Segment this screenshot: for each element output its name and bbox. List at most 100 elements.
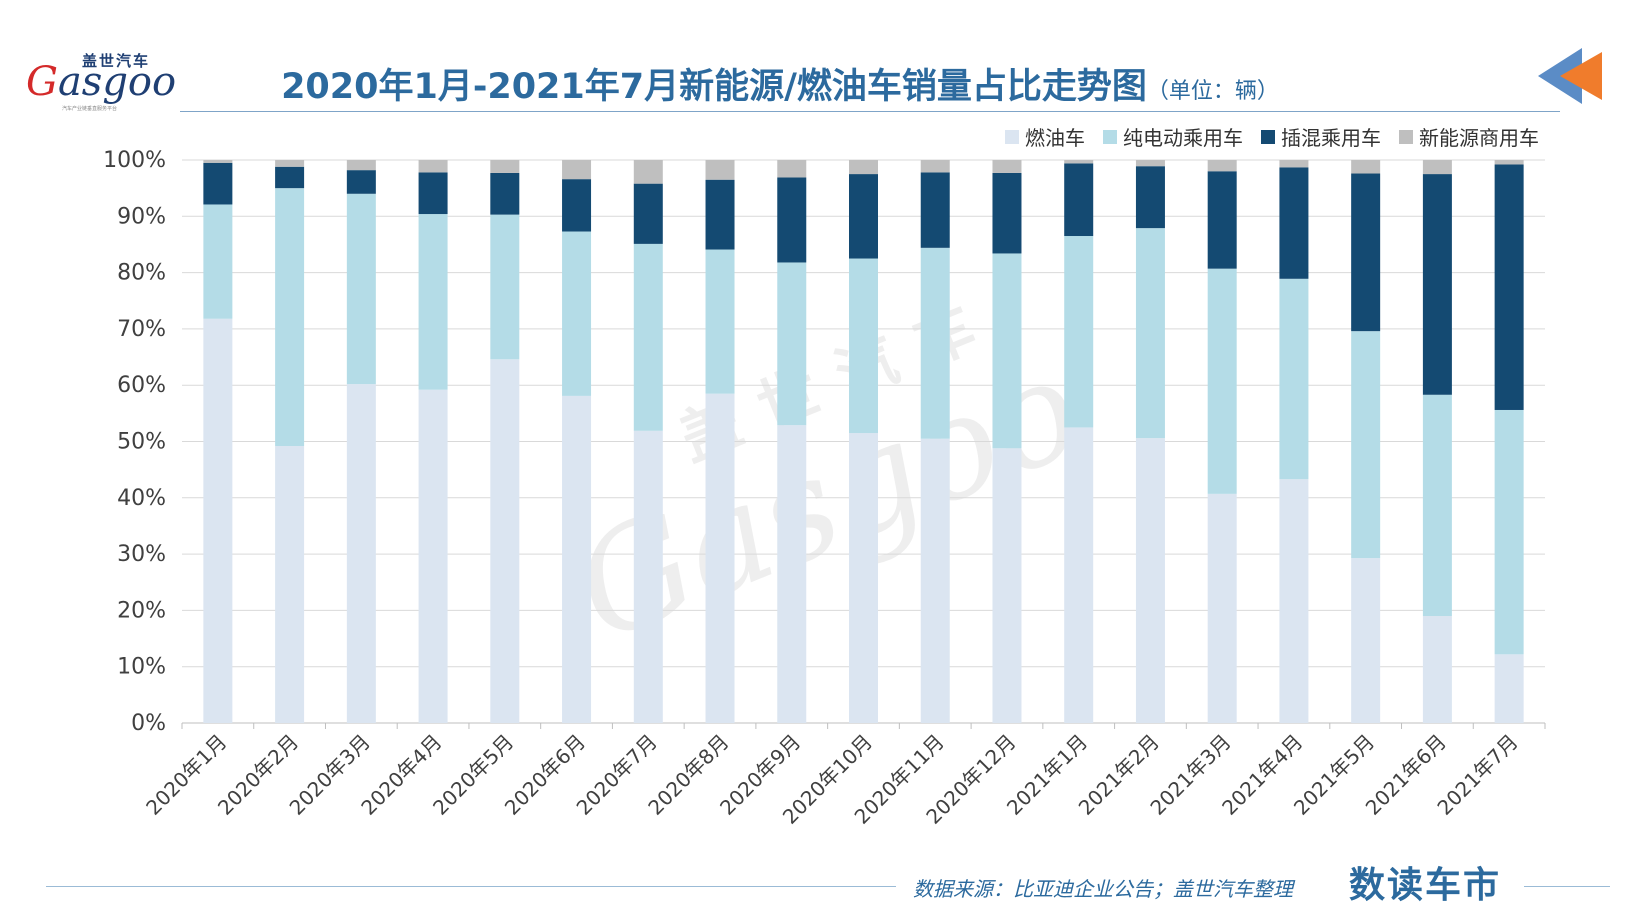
- legend-label: 纯电动乘用车: [1123, 126, 1243, 150]
- bar-segment: [1207, 171, 1237, 269]
- bar-segment: [1207, 493, 1237, 723]
- bar-segment: [1494, 164, 1524, 410]
- bar-segment: [1494, 409, 1524, 655]
- legend-label: 燃油车: [1025, 126, 1085, 150]
- bar-segment: [1422, 174, 1452, 395]
- gasgoo-logo: 盖世汽车 Gasgoo 汽车产业链垂直服务平台: [26, 50, 176, 112]
- bar-segment: [346, 193, 376, 385]
- legend-swatch: [1103, 129, 1117, 144]
- bar-segment: [1207, 160, 1237, 172]
- bar-segment: [633, 160, 663, 184]
- bar-segment: [705, 179, 735, 250]
- bar-segment: [1422, 616, 1452, 723]
- bar-segment: [346, 170, 376, 194]
- bar-segment: [920, 438, 950, 723]
- logo-subtitle: 汽车产业链垂直服务平台: [62, 106, 118, 112]
- y-tick-label: 0%: [131, 711, 166, 736]
- y-tick-label: 30%: [117, 542, 166, 567]
- bar-segment: [920, 172, 950, 248]
- bar-segment: [920, 247, 950, 439]
- bar-segment: [275, 160, 305, 167]
- bar-segment: [992, 253, 1022, 449]
- bar-segment: [275, 166, 305, 189]
- bar-segment: [1351, 173, 1381, 332]
- bar-segment: [562, 160, 592, 180]
- y-tick-label: 80%: [117, 261, 166, 286]
- bar-segment: [203, 162, 233, 205]
- bar-segment: [490, 160, 520, 173]
- bar-segment: [203, 160, 233, 163]
- bar-segment: [1279, 160, 1309, 168]
- bar-segment: [777, 262, 807, 426]
- bar-segment: [849, 174, 878, 259]
- legend-swatch: [1399, 129, 1413, 144]
- bar-segment: [992, 160, 1022, 173]
- y-tick-label: 40%: [117, 486, 166, 511]
- bar-segment: [562, 395, 592, 723]
- bar-segment: [1135, 166, 1165, 229]
- bar-segment: [992, 172, 1022, 254]
- chart-title-text: 2020年1月-2021年7月新能源/燃油车销量占比走势图: [281, 67, 1147, 107]
- bar-segment: [1135, 160, 1165, 167]
- bar-segment: [1351, 331, 1381, 559]
- bar-segment: [1064, 160, 1094, 164]
- bar-segment: [346, 160, 376, 171]
- bar-segment: [418, 389, 448, 723]
- y-tick-label: 50%: [117, 430, 166, 455]
- chart-title: 2020年1月-2021年7月新能源/燃油车销量占比走势图（单位：辆）: [180, 58, 1380, 109]
- bar-segment: [1279, 278, 1309, 480]
- bar-segment: [777, 160, 807, 178]
- bar-segment: [490, 214, 520, 360]
- legend-label: 插混乘用车: [1281, 126, 1381, 150]
- bar-segment: [490, 172, 520, 215]
- bar-segment: [1279, 167, 1309, 279]
- arrow-decoration-icon: [1538, 48, 1602, 104]
- bar-segment: [1351, 160, 1381, 174]
- bar-segment: [633, 183, 663, 244]
- y-tick-label: 20%: [117, 598, 166, 623]
- bar-segment: [562, 179, 592, 232]
- bar-segment: [1279, 479, 1309, 723]
- bar-segment: [777, 177, 807, 263]
- bar-segment: [705, 160, 735, 180]
- bar-segment: [920, 160, 950, 173]
- brand-logo: 数读车市: [1349, 865, 1502, 906]
- bar-segment: [1422, 160, 1452, 175]
- bar-segment: [1494, 654, 1524, 723]
- bar-segment: [562, 231, 592, 396]
- footer-line-right: [1524, 886, 1610, 887]
- bar-segment: [275, 188, 305, 447]
- bar-segment: [1064, 427, 1094, 723]
- bar-segment: [1064, 236, 1094, 428]
- logo-en-rest: asgoo: [57, 59, 177, 105]
- bar-segment: [849, 160, 878, 175]
- legend-item: 纯电动乘用车: [1103, 122, 1243, 151]
- bar-segment: [849, 433, 878, 723]
- legend-item: 新能源商用车: [1399, 122, 1539, 151]
- bar-segment: [1351, 558, 1381, 723]
- bar-segment: [1494, 160, 1524, 165]
- bar-segment: [777, 425, 807, 723]
- bar-segment: [418, 172, 448, 215]
- chart-unit: （单位：辆）: [1146, 79, 1279, 104]
- bar-segment: [418, 160, 448, 173]
- logo-cn-text: 盖世汽车: [82, 52, 151, 70]
- bar-segment: [203, 318, 233, 723]
- bar-segment: [203, 204, 233, 319]
- bar-segment: [633, 243, 663, 431]
- title-divider: [180, 111, 1560, 112]
- y-tick-label: 90%: [117, 204, 166, 229]
- y-tick-label: 100%: [103, 148, 166, 173]
- data-source: 数据来源：比亚迪企业公告；盖世汽车整理: [913, 877, 1293, 901]
- bar-segment: [705, 249, 735, 394]
- bar-segment: [275, 446, 305, 723]
- chart-legend: 燃油车 纯电动乘用车 插混乘用车 新能源商用车: [1005, 122, 1539, 151]
- y-tick-label: 70%: [117, 317, 166, 342]
- bar-segment: [346, 384, 376, 723]
- y-tick-label: 60%: [117, 373, 166, 398]
- bar-segment: [1135, 228, 1165, 439]
- bar-segment: [1135, 438, 1165, 723]
- legend-label: 新能源商用车: [1419, 126, 1539, 150]
- logo-en-first: G: [26, 59, 58, 105]
